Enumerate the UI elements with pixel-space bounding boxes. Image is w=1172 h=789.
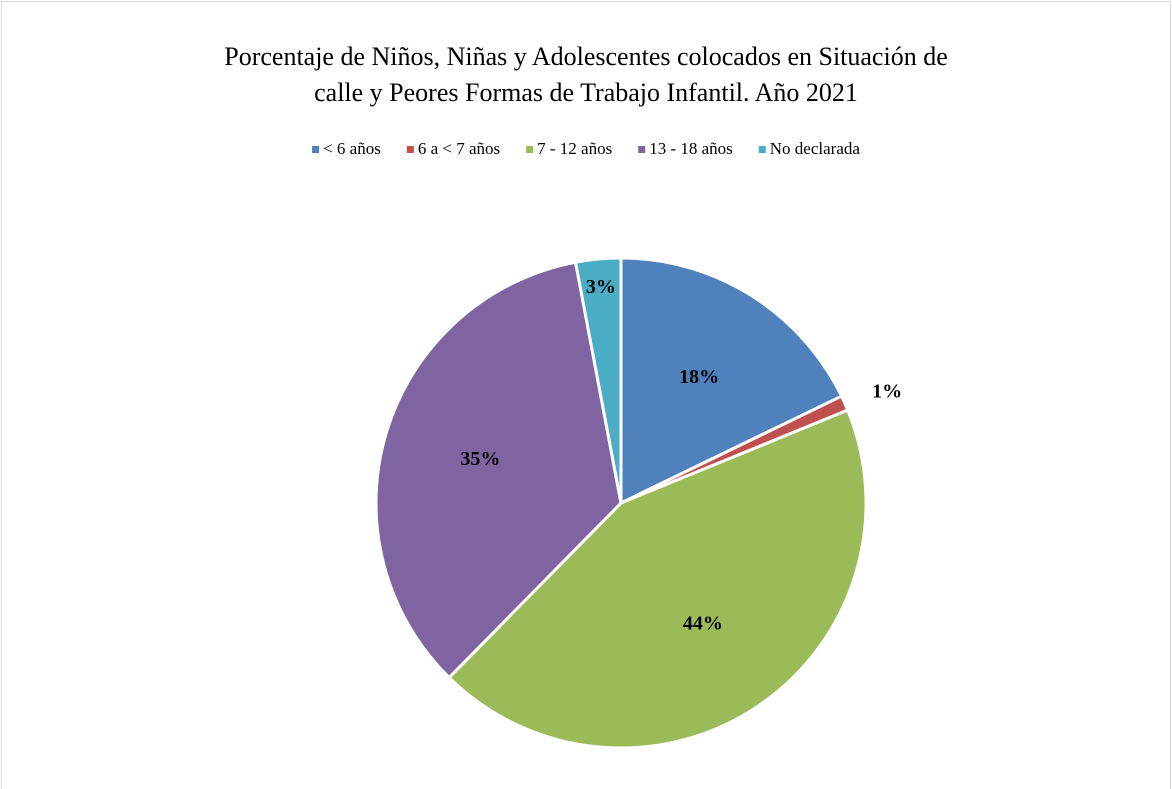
legend-label: 7 - 12 años — [537, 139, 612, 158]
data-label: 3% — [586, 276, 616, 298]
legend-swatch — [758, 146, 766, 153]
pie-slice — [446, 408, 868, 750]
chart-title: Porcentaje de Niños, Niñas y Adolescente… — [224, 42, 947, 71]
pie-slice — [573, 256, 623, 504]
legend-swatch — [638, 146, 646, 153]
data-label: 1% — [872, 381, 902, 403]
legend-label: 6 a < 7 años — [418, 139, 500, 158]
pie-slice — [619, 256, 844, 506]
legend-swatch — [526, 146, 534, 153]
legend-swatch — [406, 146, 414, 153]
legend-label: No declarada — [770, 139, 861, 158]
legend-label: 13 - 18 años — [649, 139, 733, 158]
data-label: 44% — [683, 613, 723, 635]
data-label: 35% — [460, 448, 500, 470]
data-label: 18% — [679, 366, 719, 388]
legend-swatch — [312, 146, 320, 153]
legend-label: < 6 años — [323, 139, 381, 158]
chart-title: calle y Peores Formas de Trabajo Infanti… — [314, 78, 858, 107]
pie-slice — [374, 260, 623, 680]
